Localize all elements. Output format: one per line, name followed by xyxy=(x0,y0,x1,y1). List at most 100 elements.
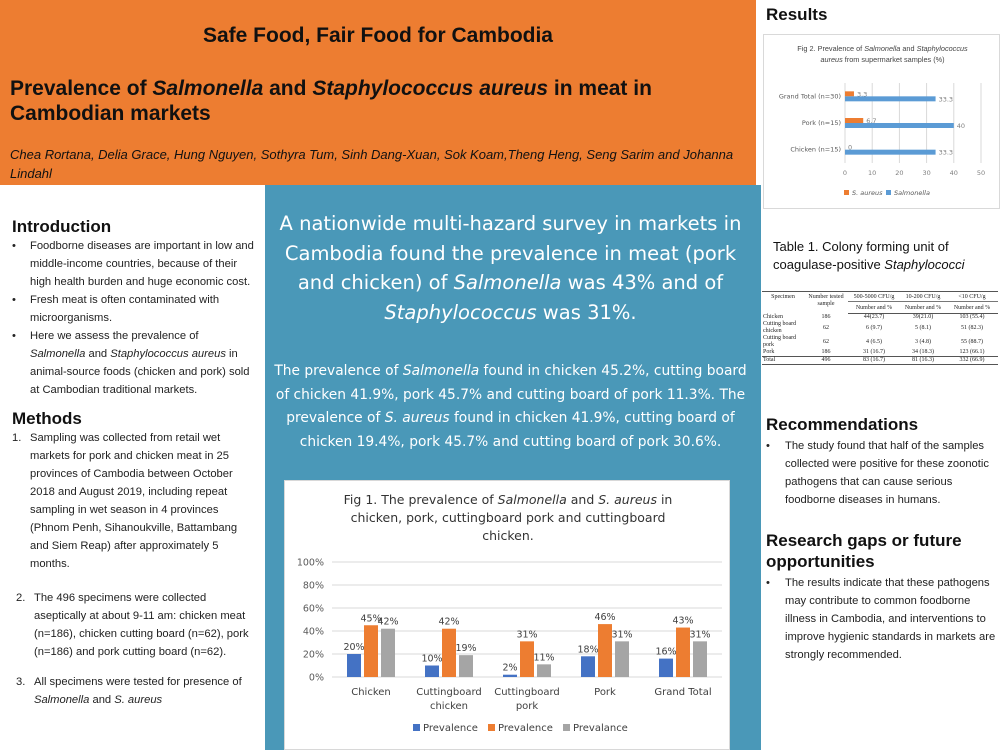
bar xyxy=(845,123,954,128)
legend-label: Prevalence xyxy=(498,723,553,734)
italic-text: Salmonella xyxy=(30,348,86,360)
x-category-label: Pork xyxy=(594,687,616,698)
item-number: 2. xyxy=(16,592,26,604)
cell: 83 (16.7) xyxy=(848,356,900,365)
y-category-label: Pork (n=15) xyxy=(802,119,841,127)
bar xyxy=(659,658,673,677)
x-tick-label: 20 xyxy=(895,169,903,177)
bar-value-label: 33.3 xyxy=(939,95,953,103)
cell: 44(23.7) xyxy=(863,314,885,320)
research-gap-bullet: The results indicate that these pathogen… xyxy=(766,574,996,664)
research-gaps-list: The results indicate that these pathogen… xyxy=(766,574,996,664)
methods-item: 1. Sampling was collected from retail wet… xyxy=(12,429,255,573)
cell: 62 xyxy=(823,338,829,345)
cell: Cutting board pork xyxy=(763,335,797,348)
x-category-label: Cuttingboard xyxy=(416,687,482,698)
x-tick-label: 40 xyxy=(950,169,958,177)
title-text: in meat in Cambodian markets xyxy=(10,77,652,125)
cell: Chicken xyxy=(763,313,783,320)
y-tick-label: 80% xyxy=(303,581,324,592)
introduction-list: Foodborne diseases are important in low … xyxy=(12,237,255,399)
authors: Chea Rortana, Delia Grace, Hung Nguyen, … xyxy=(10,147,734,181)
cell: Total xyxy=(762,356,804,365)
column-header: 500-5000 CFU/g xyxy=(848,291,900,302)
legend-swatch xyxy=(844,190,849,195)
text: The prevalence of xyxy=(274,363,403,379)
italic-text: S. aureus xyxy=(384,410,450,426)
column-header: Specimen xyxy=(762,291,804,314)
legend-swatch xyxy=(488,724,495,731)
title-italic: Salmonella xyxy=(152,77,264,100)
table-header-row: Specimen Number tested sample 500-5000 C… xyxy=(762,291,998,314)
cell: 332 (66.9) xyxy=(946,356,998,365)
italic-text: Staphylococcus aureus xyxy=(110,348,226,360)
bar xyxy=(693,641,707,677)
research-gaps-heading: Research gaps or future opportunities xyxy=(766,531,962,571)
cell: 6 (9.7) xyxy=(866,324,882,331)
x-tick-label: 10 xyxy=(868,169,876,177)
column-divider xyxy=(756,185,761,750)
figure-2-bar-chart: Fig 2. Prevalence of Salmonella and Stap… xyxy=(763,34,1000,209)
bar-value-label: 20% xyxy=(343,642,364,653)
item-text: Sampling was collected from retail wet m… xyxy=(30,432,238,570)
poster-title: Prevalence of Salmonella and Staphylococ… xyxy=(10,76,750,126)
y-category-label: Chicken (n=15) xyxy=(790,146,841,154)
bar-value-label: 31% xyxy=(611,629,632,640)
title-text: Prevalence of xyxy=(10,77,153,100)
table-row-total: Total 496 83 (16.7) 81 (16.3) 332 (66.9) xyxy=(762,356,998,365)
left-column: Introduction Foodborne diseases are impo… xyxy=(0,185,265,750)
x-category-label: Grand Total xyxy=(654,687,711,698)
table-1-title: Table 1. Colony forming unit of coagulas… xyxy=(773,238,995,274)
x-category-label: Chicken xyxy=(351,687,391,698)
x-category-label: pork xyxy=(516,701,539,712)
bar-value-label: 19% xyxy=(455,643,476,654)
figure-1-title: Fig 1. The prevalence of Salmonella and … xyxy=(343,492,673,543)
cell: 31 (16.7) xyxy=(848,349,900,357)
bar xyxy=(676,627,690,677)
y-tick-label: 60% xyxy=(303,604,324,615)
text: in animal-source foods (chicken and pork… xyxy=(30,348,250,396)
column-subheader: Number and % xyxy=(900,301,946,314)
text: Here we assess the prevalence of xyxy=(30,330,199,342)
item-number: 1. xyxy=(12,432,22,444)
cell: 81 (16.3) xyxy=(900,356,946,365)
bar-value-label: 40 xyxy=(957,122,965,130)
cell: 62 xyxy=(823,324,829,331)
title-text: and xyxy=(263,77,313,100)
x-tick-label: 30 xyxy=(922,169,930,177)
cell: Cutting board chicken xyxy=(763,321,797,334)
bar xyxy=(381,628,395,677)
bar xyxy=(503,674,517,677)
bar xyxy=(615,641,629,677)
bar xyxy=(520,641,534,677)
methods-item: 2. The 496 specimens were collected asept… xyxy=(12,589,255,661)
bar-value-label: 2% xyxy=(502,663,517,674)
legend-label: Salmonella xyxy=(894,189,930,197)
bar xyxy=(347,654,361,677)
bar xyxy=(425,665,439,677)
text: was 43% and of xyxy=(561,271,724,294)
intro-bullet: Here we assess the prevalence of Salmone… xyxy=(12,327,255,399)
bar-value-label: 45% xyxy=(360,613,381,624)
bar xyxy=(537,664,551,677)
bar-value-label: 31% xyxy=(516,629,537,640)
bar xyxy=(598,624,612,677)
item-text: All specimens were tested for presence o… xyxy=(34,676,242,688)
italic-text: Staphylococcus xyxy=(384,300,537,324)
bar-value-label: 3.3 xyxy=(857,90,867,98)
bar-value-label: 33.3 xyxy=(939,149,953,157)
cell: 103 (55.4) xyxy=(959,314,985,320)
cell: 3 (4.8) xyxy=(915,338,931,345)
y-tick-label: 40% xyxy=(303,627,324,638)
text: Table 1. Colony forming unit of coagulas… xyxy=(773,239,949,272)
column-header: 10-200 CFU/g xyxy=(900,291,946,302)
cell: 5 (8.1) xyxy=(915,324,931,331)
figure-1-plot: 0%20%40%60%80%100%20%45%42%Chicken10%42%… xyxy=(297,558,722,734)
bar-value-label: 0 xyxy=(848,144,852,152)
column-subheader: Number and % xyxy=(946,301,998,314)
methods-list: 1. Sampling was collected from retail wet… xyxy=(12,429,255,709)
bar xyxy=(845,96,936,102)
cell: 4 (6.5) xyxy=(866,338,882,345)
item-text: The 496 specimens were collected aseptic… xyxy=(34,592,249,658)
cell: 123 (66.1) xyxy=(946,349,998,357)
